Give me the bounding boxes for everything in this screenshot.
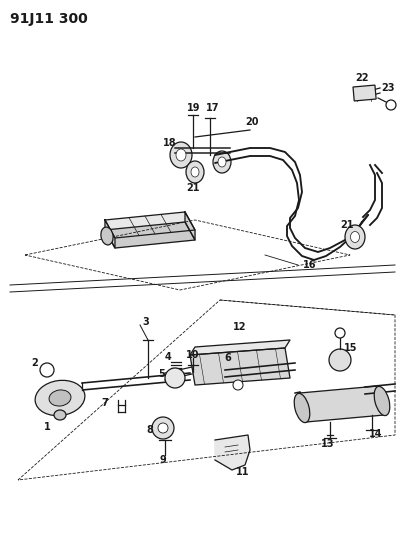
Text: 10: 10 (186, 350, 199, 360)
Text: 23: 23 (380, 83, 394, 93)
Ellipse shape (294, 393, 309, 423)
Circle shape (385, 100, 395, 110)
Text: 19: 19 (187, 103, 200, 113)
Polygon shape (299, 386, 383, 422)
Text: 8: 8 (146, 425, 153, 435)
Text: 1: 1 (44, 422, 50, 432)
Text: 15: 15 (343, 343, 357, 353)
Polygon shape (105, 222, 194, 248)
Ellipse shape (101, 227, 113, 245)
Text: 2: 2 (32, 358, 38, 368)
Ellipse shape (49, 390, 71, 406)
Text: 14: 14 (369, 429, 382, 439)
Circle shape (158, 423, 168, 433)
Bar (352, 85, 375, 101)
Text: 12: 12 (233, 322, 246, 332)
Ellipse shape (170, 142, 192, 168)
Circle shape (40, 363, 54, 377)
Text: 91J11 300: 91J11 300 (10, 12, 87, 26)
Circle shape (328, 349, 350, 371)
Text: 17: 17 (206, 103, 219, 113)
Text: 11: 11 (236, 467, 249, 477)
Text: 4: 4 (164, 352, 171, 362)
Polygon shape (105, 212, 194, 238)
Ellipse shape (190, 167, 198, 177)
Text: 7: 7 (101, 398, 108, 408)
Text: 6: 6 (224, 353, 231, 363)
Ellipse shape (176, 149, 186, 161)
Text: 9: 9 (159, 455, 166, 465)
Text: 16: 16 (302, 260, 316, 270)
Text: 22: 22 (354, 73, 368, 83)
Ellipse shape (186, 161, 203, 183)
Ellipse shape (54, 410, 66, 420)
Text: 20: 20 (245, 117, 258, 127)
Polygon shape (215, 435, 249, 470)
Ellipse shape (217, 157, 225, 167)
Circle shape (164, 368, 184, 388)
Polygon shape (190, 348, 289, 385)
Ellipse shape (213, 151, 231, 173)
Circle shape (233, 380, 242, 390)
Polygon shape (105, 220, 115, 248)
Circle shape (334, 328, 344, 338)
Ellipse shape (35, 381, 85, 416)
Polygon shape (190, 340, 289, 355)
Text: 21: 21 (339, 220, 353, 230)
Text: 3: 3 (142, 317, 149, 327)
Polygon shape (184, 212, 194, 240)
Text: 21: 21 (186, 183, 199, 193)
Text: 5: 5 (158, 369, 165, 379)
Circle shape (152, 417, 174, 439)
Ellipse shape (350, 231, 358, 243)
Text: 13: 13 (320, 439, 334, 449)
Text: 18: 18 (163, 138, 176, 148)
Ellipse shape (373, 386, 389, 416)
Ellipse shape (344, 225, 364, 249)
